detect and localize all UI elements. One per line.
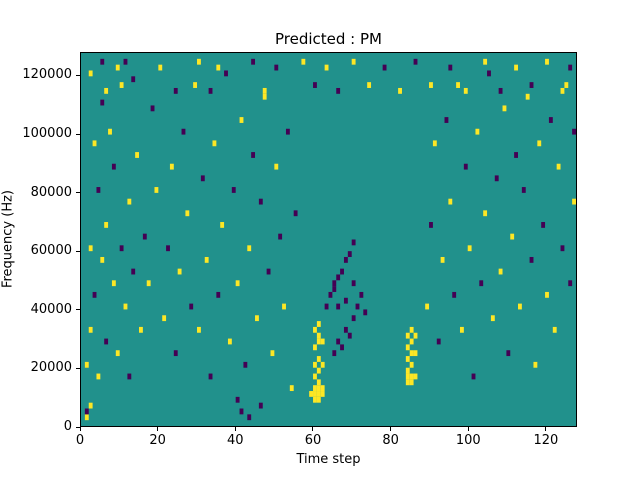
x-tick-mark bbox=[467, 427, 469, 431]
x-tick-label: 120 bbox=[533, 433, 559, 448]
y-tick-label: 100000 bbox=[22, 126, 72, 142]
y-tick-mark bbox=[76, 250, 80, 252]
x-tick-label: 100 bbox=[455, 433, 481, 448]
x-tick-label: 20 bbox=[149, 433, 166, 448]
heatmap-cells bbox=[84, 58, 576, 421]
chart-title: Predicted : PM bbox=[275, 30, 382, 48]
x-tick-mark bbox=[390, 427, 392, 431]
y-tick-label: 60000 bbox=[30, 243, 72, 259]
y-tick-mark bbox=[76, 133, 80, 135]
x-tick-label: 60 bbox=[304, 433, 322, 448]
y-tick-mark bbox=[76, 192, 80, 194]
x-tick-label: 40 bbox=[227, 433, 244, 448]
x-tick-mark bbox=[157, 427, 159, 431]
y-tick-mark bbox=[76, 426, 80, 428]
y-tick-label: 80000 bbox=[30, 184, 72, 200]
y-tick-mark bbox=[76, 309, 80, 311]
plot-area bbox=[80, 52, 577, 427]
y-tick-label: 120000 bbox=[22, 67, 72, 83]
x-tick-mark bbox=[79, 427, 81, 431]
x-tick-label: 0 bbox=[75, 433, 85, 448]
y-tick-label: 20000 bbox=[30, 360, 72, 376]
x-tick-label: 80 bbox=[382, 433, 399, 448]
x-tick-mark bbox=[234, 427, 236, 431]
x-tick-mark bbox=[545, 427, 547, 431]
y-tick-label: 40000 bbox=[30, 301, 72, 317]
x-tick-mark bbox=[312, 427, 314, 431]
y-tick-label: 0 bbox=[63, 419, 72, 434]
x-axis-label: Time step bbox=[296, 452, 361, 467]
y-tick-mark bbox=[76, 367, 80, 369]
y-tick-mark bbox=[76, 74, 80, 76]
